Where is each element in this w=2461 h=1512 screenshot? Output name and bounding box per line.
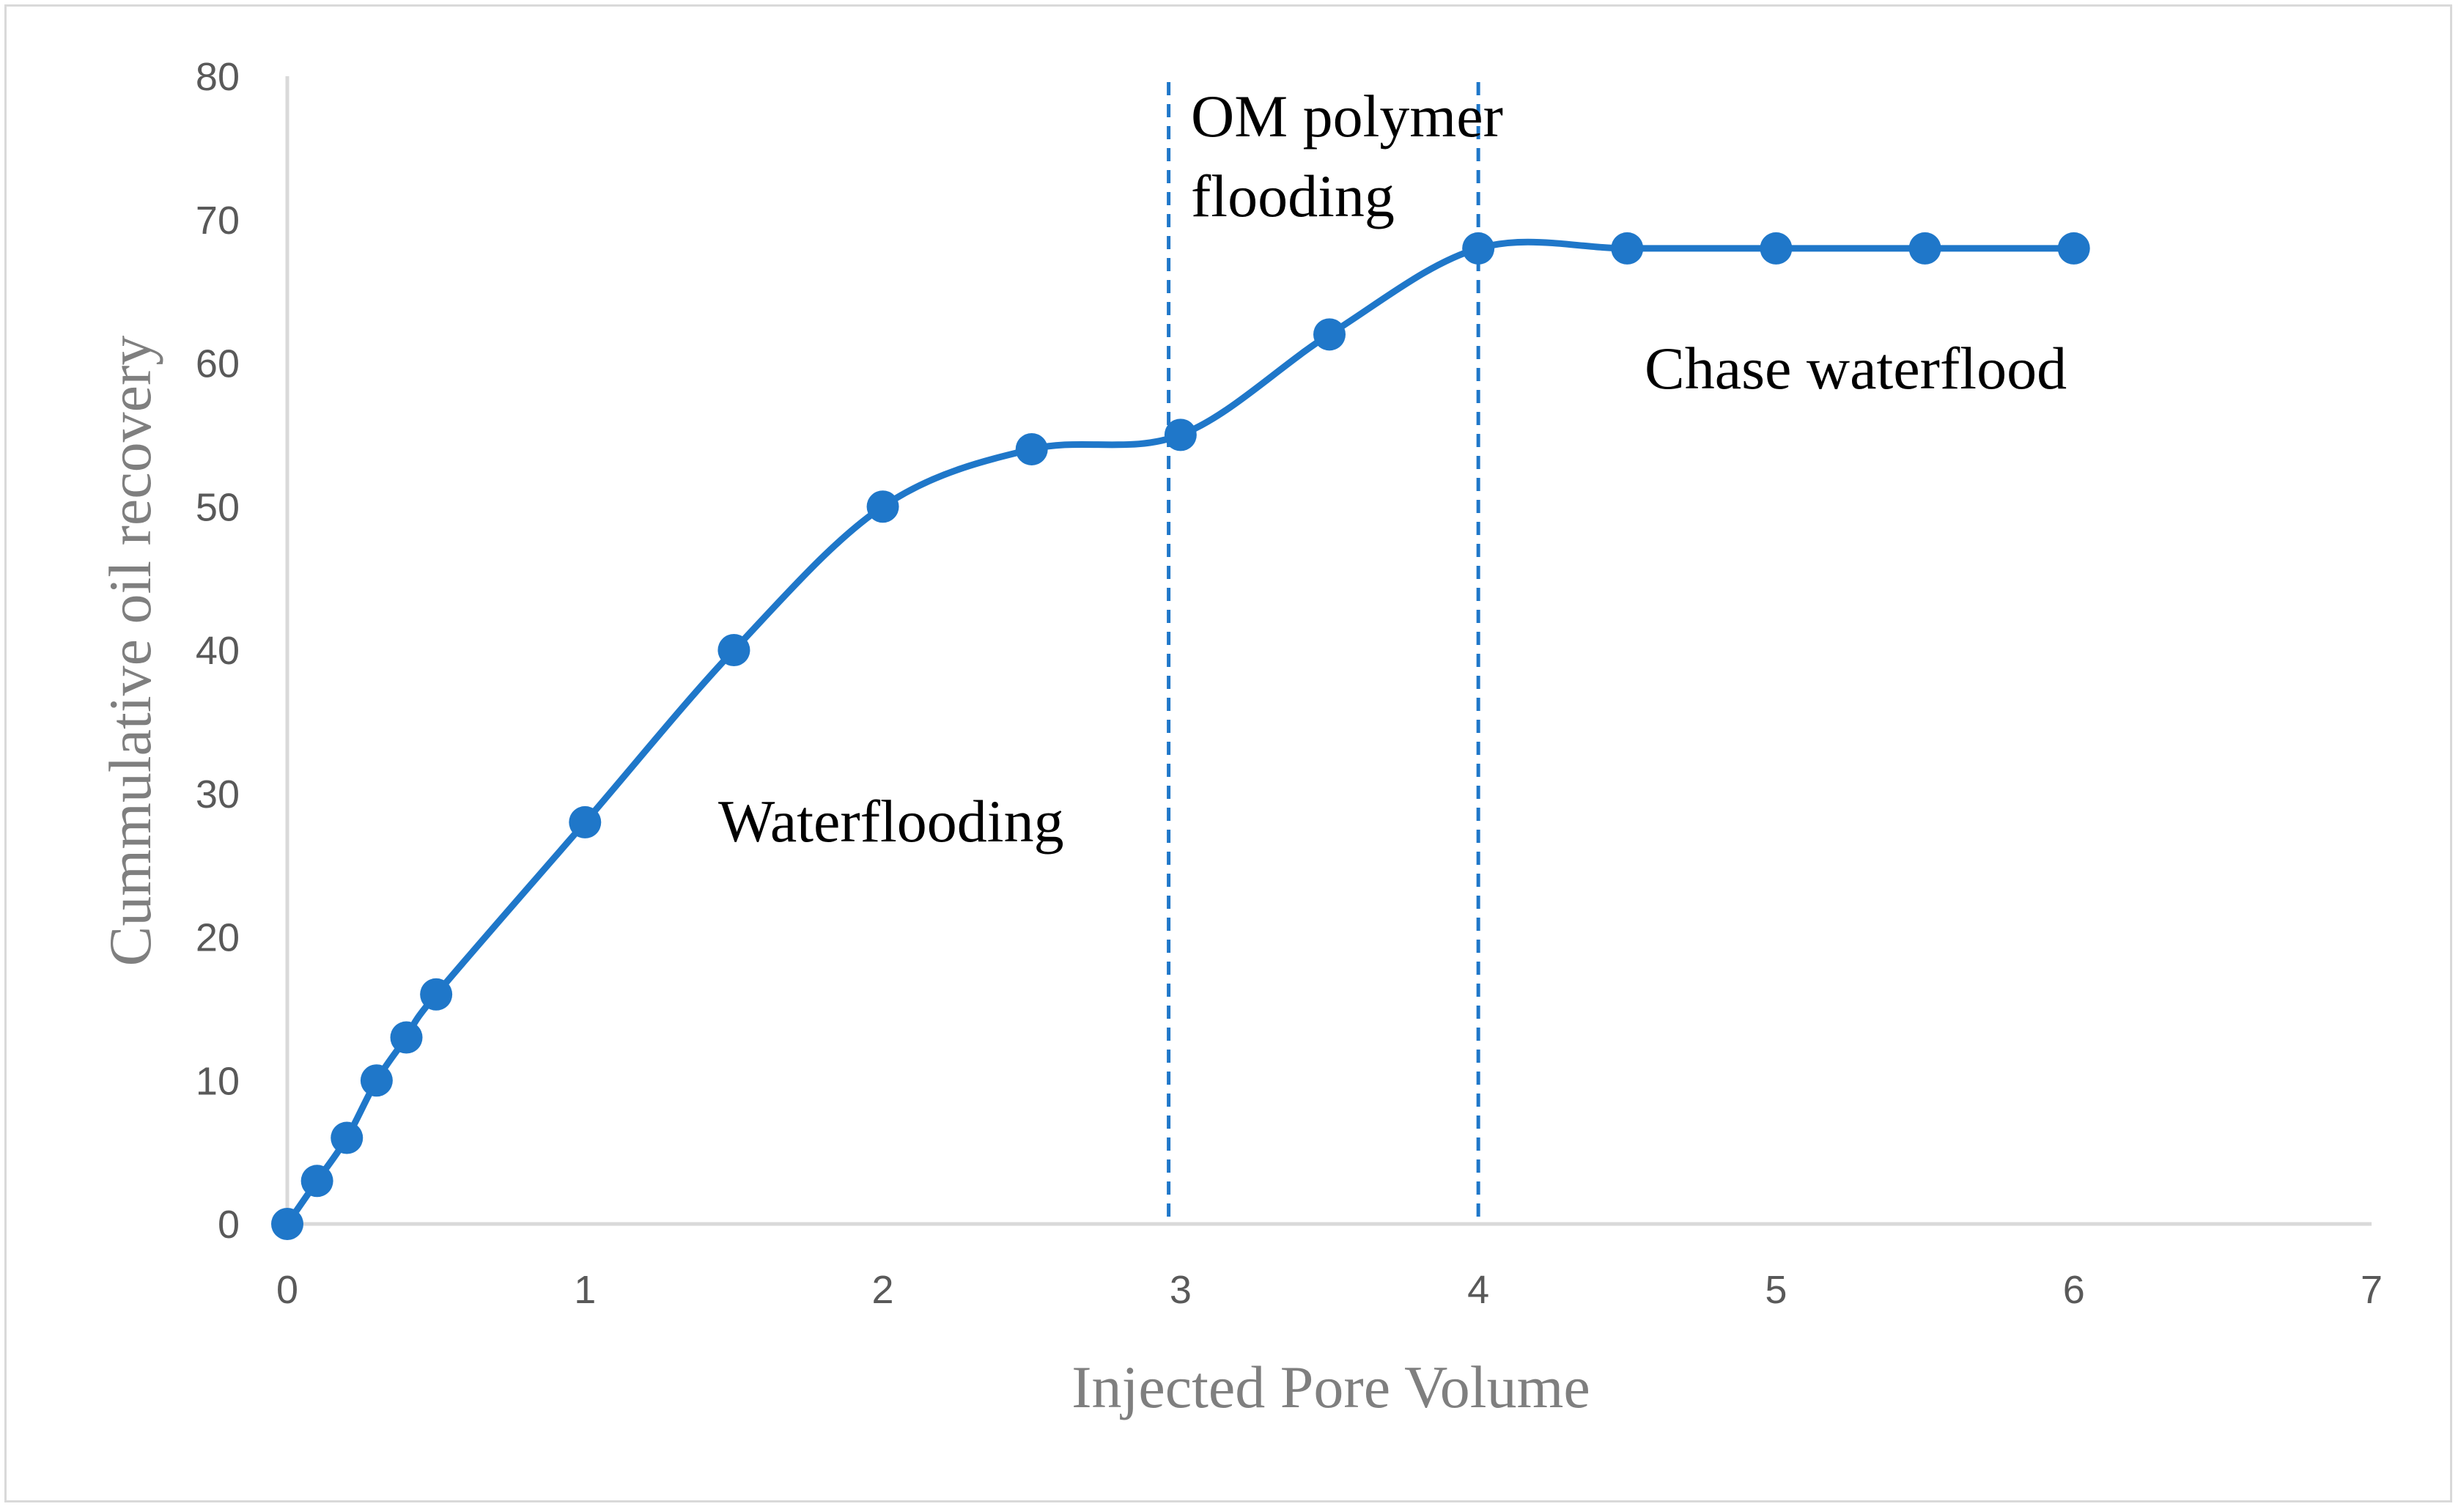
x-tick-label: 7 bbox=[2361, 1268, 2383, 1312]
annotation-waterflooding: Waterflooding bbox=[718, 788, 1064, 855]
data-point bbox=[271, 1208, 303, 1240]
y-tick-label: 10 bbox=[196, 1059, 240, 1103]
x-tick-label: 2 bbox=[872, 1268, 894, 1312]
annotation-chase-waterflood: Chase waterflood bbox=[1645, 335, 2067, 402]
annotation-om-polymer-line1: OM polymer bbox=[1191, 83, 1503, 150]
data-point bbox=[1462, 232, 1495, 265]
x-tick-label: 6 bbox=[2063, 1268, 2085, 1312]
data-point bbox=[1015, 432, 1048, 465]
y-tick-label: 50 bbox=[196, 485, 240, 529]
y-tick-label: 20 bbox=[196, 916, 240, 960]
data-point bbox=[569, 805, 602, 838]
data-point bbox=[331, 1121, 364, 1154]
data-point bbox=[300, 1165, 333, 1198]
chart-frame bbox=[4, 4, 2452, 1502]
x-tick-label: 0 bbox=[276, 1268, 298, 1312]
x-axis-title: Injected Pore Volume bbox=[1071, 1354, 1590, 1420]
data-point bbox=[2057, 232, 2090, 265]
data-point bbox=[390, 1021, 423, 1054]
phase-divider-lines bbox=[1167, 82, 1480, 1224]
data-point bbox=[1164, 418, 1197, 451]
y-tick-label: 80 bbox=[196, 55, 240, 99]
x-axis-tick-labels: 0 1 2 3 4 5 6 7 bbox=[276, 1268, 2383, 1312]
data-point bbox=[1313, 318, 1346, 351]
y-axis-tick-labels: 0 10 20 30 40 50 60 70 80 bbox=[196, 55, 240, 1247]
x-tick-label: 4 bbox=[1467, 1268, 1489, 1312]
data-points bbox=[271, 232, 2090, 1240]
y-tick-label: 70 bbox=[196, 199, 240, 243]
data-point bbox=[1760, 232, 1793, 265]
x-tick-label: 5 bbox=[1765, 1268, 1787, 1312]
y-tick-label: 60 bbox=[196, 342, 240, 386]
annotation-om-polymer-line2: flooding bbox=[1191, 163, 1395, 229]
data-point bbox=[360, 1064, 393, 1097]
x-tick-label: 3 bbox=[1170, 1268, 1192, 1312]
y-tick-label: 0 bbox=[218, 1203, 240, 1247]
y-axis-title: Cummulative oil recovery bbox=[97, 336, 163, 967]
data-point bbox=[1611, 232, 1644, 265]
data-point bbox=[866, 490, 899, 523]
x-tick-label: 1 bbox=[574, 1268, 596, 1312]
y-tick-label: 30 bbox=[196, 772, 240, 816]
data-point bbox=[420, 978, 453, 1011]
data-point bbox=[1908, 232, 1941, 265]
data-point bbox=[717, 634, 750, 666]
y-tick-label: 40 bbox=[196, 629, 240, 673]
